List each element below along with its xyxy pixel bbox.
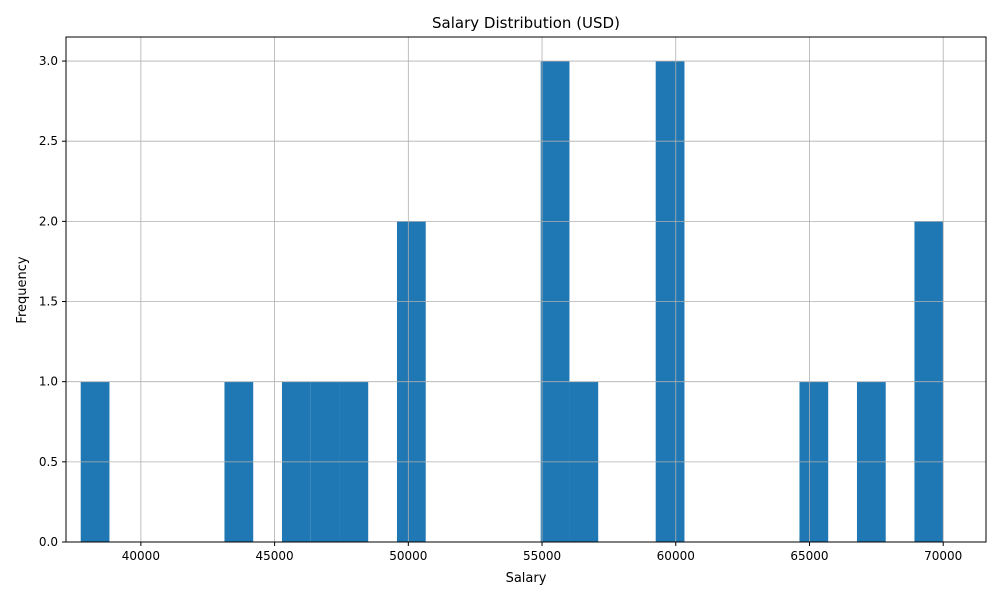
x-tick-label: 45000 [256, 549, 294, 563]
y-axis-ticks: 0.0 0.5 1.0 1.5 2.0 2.5 3.0 [39, 54, 66, 549]
y-tick-label: 1.5 [39, 295, 58, 309]
chart-title: Salary Distribution (USD) [432, 14, 620, 32]
x-tick-label: 55000 [523, 549, 561, 563]
x-tick-label: 70000 [924, 549, 962, 563]
y-tick-label: 2.5 [39, 134, 58, 148]
x-tick-label: 40000 [122, 549, 160, 563]
y-tick-label: 0.0 [39, 535, 58, 549]
plot-frame [65, 36, 987, 543]
y-tick-label: 3.0 [39, 54, 58, 68]
x-axis-ticks: 40000 45000 50000 55000 60000 65000 70000 [122, 542, 962, 563]
y-tick-label: 2.0 [39, 214, 58, 228]
x-axis-label: Salary [506, 571, 547, 586]
x-tick-label: 60000 [657, 549, 695, 563]
x-tick-label: 65000 [790, 549, 828, 563]
grid [66, 37, 986, 543]
y-tick-label: 1.0 [39, 375, 58, 389]
y-axis-label: Frequency [15, 256, 30, 323]
x-tick-label: 50000 [389, 549, 427, 563]
y-tick-label: 0.5 [39, 455, 58, 469]
